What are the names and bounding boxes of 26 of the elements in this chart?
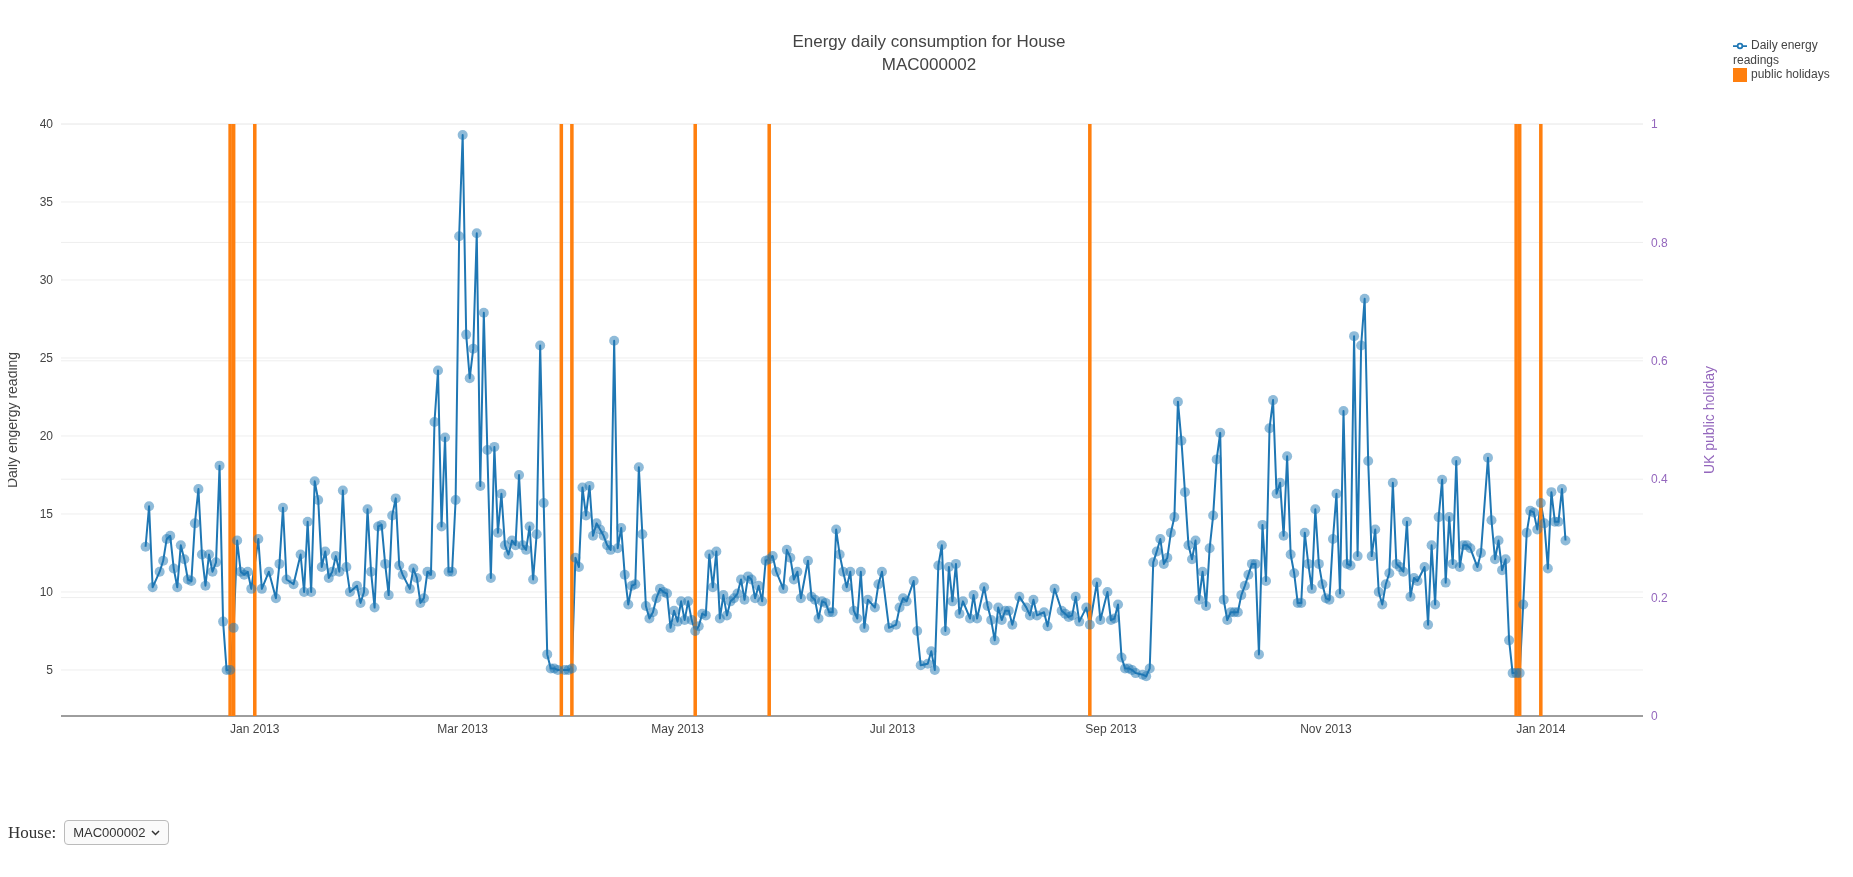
- y2-tick-label: 0.8: [1651, 235, 1669, 250]
- x-tick-label: Jan 2013: [230, 721, 280, 736]
- y2-tick-label: 0.4: [1651, 472, 1669, 487]
- y2-tick-label: 0.2: [1651, 590, 1669, 605]
- legend-label: public holidays: [1751, 66, 1830, 81]
- dropdown: MAC000002: [64, 820, 170, 845]
- x-tick-label: May 2013: [651, 721, 705, 736]
- x-tick-label: Mar 2013: [437, 721, 489, 736]
- y-tick-label: 30: [39, 273, 54, 288]
- chart-title: Energy daily consumption for House MAC000002: [791, 31, 1067, 76]
- y-tick-label: 40: [39, 117, 54, 132]
- x-tick-label: Nov 2013: [1300, 721, 1352, 736]
- y2-tick-label: 0.6: [1651, 354, 1669, 369]
- x-tick-label: Sep 2013: [1085, 721, 1137, 736]
- y-tick-label: 15: [39, 507, 54, 522]
- y-tick-label: 25: [39, 351, 54, 366]
- y-tick-label: 20: [39, 429, 54, 444]
- x-tick-label: Jul 2013: [869, 721, 916, 736]
- text: House:: [8, 822, 57, 843]
- y2-axis-title: UK public holiday: [1700, 365, 1717, 475]
- y-tick-label: 10: [39, 585, 54, 600]
- y-tick-label: 35: [39, 195, 54, 210]
- y2-tick-label: 0: [1651, 709, 1658, 724]
- y-tick-label: 5: [46, 663, 54, 678]
- y2-tick-label: 1: [1651, 117, 1658, 132]
- x-tick-label: Jan 2014: [1516, 721, 1566, 736]
